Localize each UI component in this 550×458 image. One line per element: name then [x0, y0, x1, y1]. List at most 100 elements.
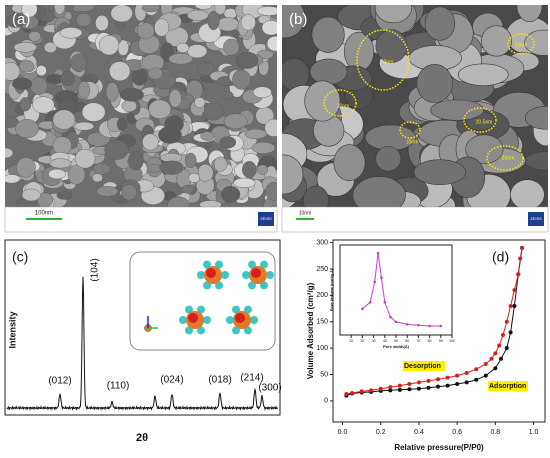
data-point — [493, 351, 498, 356]
grain — [265, 182, 277, 201]
grain — [168, 89, 182, 108]
scale-bar-label: 100nm — [35, 211, 53, 217]
grain — [70, 53, 87, 73]
grain — [21, 188, 41, 202]
grain — [430, 99, 484, 121]
grain — [52, 109, 76, 130]
info-band — [281, 206, 549, 233]
y-tick-label: 0 — [324, 398, 328, 405]
grain — [304, 80, 341, 122]
y-tick-label: 50 — [320, 371, 328, 378]
x-tick-label: 0.4 — [414, 429, 424, 436]
data-point — [483, 361, 488, 366]
data-point — [512, 288, 517, 293]
data-point — [436, 384, 441, 389]
data-point — [518, 256, 523, 261]
data-point — [512, 303, 517, 308]
grain — [74, 148, 96, 169]
x-tick-label: 0.8 — [490, 429, 500, 436]
grain — [481, 25, 512, 57]
y-tick-label: 250 — [316, 266, 328, 273]
pore-size-label: 20nm — [515, 42, 528, 48]
pore-outline — [463, 107, 497, 133]
grain — [457, 63, 509, 86]
grain — [352, 176, 406, 207]
grain — [73, 5, 95, 12]
grain — [176, 42, 190, 53]
grain — [223, 38, 240, 56]
grain — [105, 82, 119, 102]
atom — [179, 316, 187, 324]
grain — [76, 12, 92, 27]
grain — [311, 16, 345, 53]
grain — [516, 5, 543, 23]
data-point — [359, 389, 364, 394]
atom — [226, 316, 234, 324]
grain — [121, 99, 137, 113]
atom — [185, 305, 193, 314]
x-tick-label: 20 — [360, 339, 364, 343]
atom — [221, 271, 229, 279]
xrd-pattern — [6, 276, 278, 411]
data-point — [445, 375, 450, 380]
data-point — [483, 373, 488, 378]
grain — [54, 5, 66, 15]
data-point — [426, 385, 431, 390]
grain — [119, 87, 144, 102]
x-tick-label: 60 — [405, 339, 409, 343]
data-point — [464, 370, 469, 375]
grain — [141, 5, 161, 13]
grain — [48, 168, 66, 180]
grain — [49, 158, 72, 169]
grain — [167, 196, 190, 207]
grain — [197, 164, 214, 182]
atom — [260, 260, 268, 269]
grain — [36, 65, 47, 77]
peak-label: (300) — [258, 383, 281, 394]
data-point — [500, 332, 505, 337]
grain — [221, 186, 241, 203]
grain — [67, 164, 86, 185]
grain — [416, 64, 453, 103]
grain — [92, 173, 103, 183]
plot-frame — [339, 244, 453, 336]
grain — [81, 102, 106, 122]
grain — [200, 103, 225, 121]
grain — [43, 42, 58, 53]
atom — [232, 305, 240, 314]
atom — [215, 260, 223, 269]
data-point — [508, 303, 513, 308]
legend-highlight — [488, 381, 528, 391]
grain — [147, 67, 163, 80]
panel-label: (d) — [492, 249, 509, 265]
atom — [244, 326, 252, 335]
grain — [21, 5, 38, 18]
grain — [197, 61, 215, 76]
data-point — [417, 323, 420, 327]
data-point — [504, 346, 509, 351]
x-tick-label: 10 — [349, 339, 353, 343]
data-point — [383, 300, 387, 304]
atom — [197, 305, 205, 314]
grain — [214, 5, 227, 15]
panel-label: (a) — [12, 11, 30, 28]
grain — [52, 136, 72, 156]
isotherm-panel: 0.0 0.2 0.4 0.6 0.8 1.0 0 50 100 150 200 250 300 Rela… — [306, 239, 546, 452]
data-point — [520, 245, 525, 250]
grain — [413, 159, 466, 185]
grain — [74, 121, 95, 131]
atom — [203, 260, 211, 269]
grain — [240, 14, 256, 31]
grain — [28, 31, 41, 42]
grain — [233, 177, 256, 188]
data-point — [369, 388, 374, 393]
grain — [128, 151, 144, 171]
data-point — [504, 319, 509, 324]
grain — [264, 118, 277, 137]
data-point — [397, 383, 402, 388]
atom — [260, 281, 268, 290]
grain — [60, 70, 76, 86]
pore-size-label: 50nm — [381, 59, 394, 65]
grain — [5, 174, 21, 184]
